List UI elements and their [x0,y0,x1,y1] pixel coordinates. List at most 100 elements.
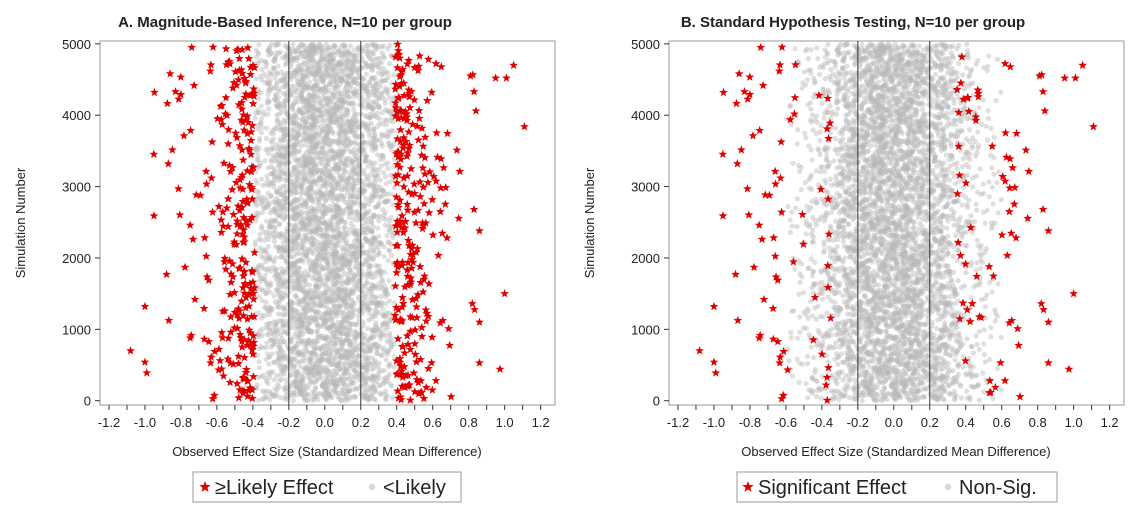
null-point [319,383,326,389]
null-point [285,142,291,148]
null-point [298,358,304,364]
null-point [367,394,373,400]
null-point [388,381,394,387]
null-point [329,377,335,383]
null-point [332,390,338,396]
null-point [345,383,351,389]
null-point [385,239,391,245]
null-point [367,387,373,393]
null-point [363,386,369,392]
null-point [365,396,371,402]
null-point [293,392,299,398]
null-point [330,233,336,239]
null-point [383,375,389,381]
null-point [315,396,321,402]
null-point [281,117,287,123]
null-point [277,378,283,384]
null-point [360,394,366,400]
null-point [362,395,368,401]
null-point [283,126,289,132]
null-point [297,390,303,396]
null-point [264,351,271,357]
null-point [324,391,330,397]
null-point [309,234,315,240]
null-point [268,164,274,170]
null-point [353,111,359,117]
null-point [300,382,306,388]
null-point [322,390,328,396]
null-point [263,125,270,131]
null-point [279,69,285,75]
null-point [327,389,333,395]
null-point [323,381,329,387]
null-point [342,371,348,377]
null-point [372,160,378,166]
null-point [295,385,301,391]
null-point [361,388,367,394]
null-point [350,376,356,382]
null-point [307,79,313,85]
null-point [301,337,307,344]
null-point [376,370,382,376]
null-point [343,376,349,382]
null-point [322,396,328,402]
null-point [302,390,308,396]
null-point [388,252,395,259]
null-point [289,380,295,386]
null-point [353,374,359,380]
null-point [265,244,271,250]
null-point [286,393,293,399]
null-point [257,136,263,142]
null-point [323,364,329,370]
null-point [376,249,382,255]
null-point [369,282,375,288]
null-point [308,314,314,320]
null-point [340,386,346,392]
null-point [294,384,300,390]
null-point [367,384,373,390]
null-point [338,192,345,199]
null-point [314,378,320,384]
null-point [385,374,391,381]
null-point [293,379,299,385]
null-point [321,385,327,391]
null-point [354,208,360,215]
null-point [343,395,350,401]
null-point [349,380,355,386]
null-point [348,221,354,227]
null-point [337,146,343,152]
null-point [334,380,340,386]
null-point [339,398,345,404]
null-point [341,380,347,386]
null-point [299,257,305,263]
null-point [331,381,337,387]
null-point [323,386,329,392]
null-point [371,212,377,218]
null-point [357,372,363,378]
null-point [353,386,359,392]
null-point [323,395,330,401]
null-point [329,380,335,386]
null-point [299,372,305,378]
null-point [339,42,346,48]
null-point [387,42,393,48]
null-point [300,387,306,393]
null-point [376,382,382,388]
null-point [334,384,340,390]
null-point [385,257,391,264]
null-point [305,385,311,391]
null-point [339,377,345,383]
null-point [299,392,305,398]
null-point [320,380,326,386]
null-point [365,47,371,54]
null-point [340,391,346,397]
null-point [323,375,329,381]
null-point [316,375,322,381]
null-point [372,397,378,403]
null-point [252,115,258,121]
null-point [255,153,261,159]
null-point [379,207,386,213]
null-point [333,384,339,390]
null-point [306,287,312,293]
null-point [322,370,328,376]
